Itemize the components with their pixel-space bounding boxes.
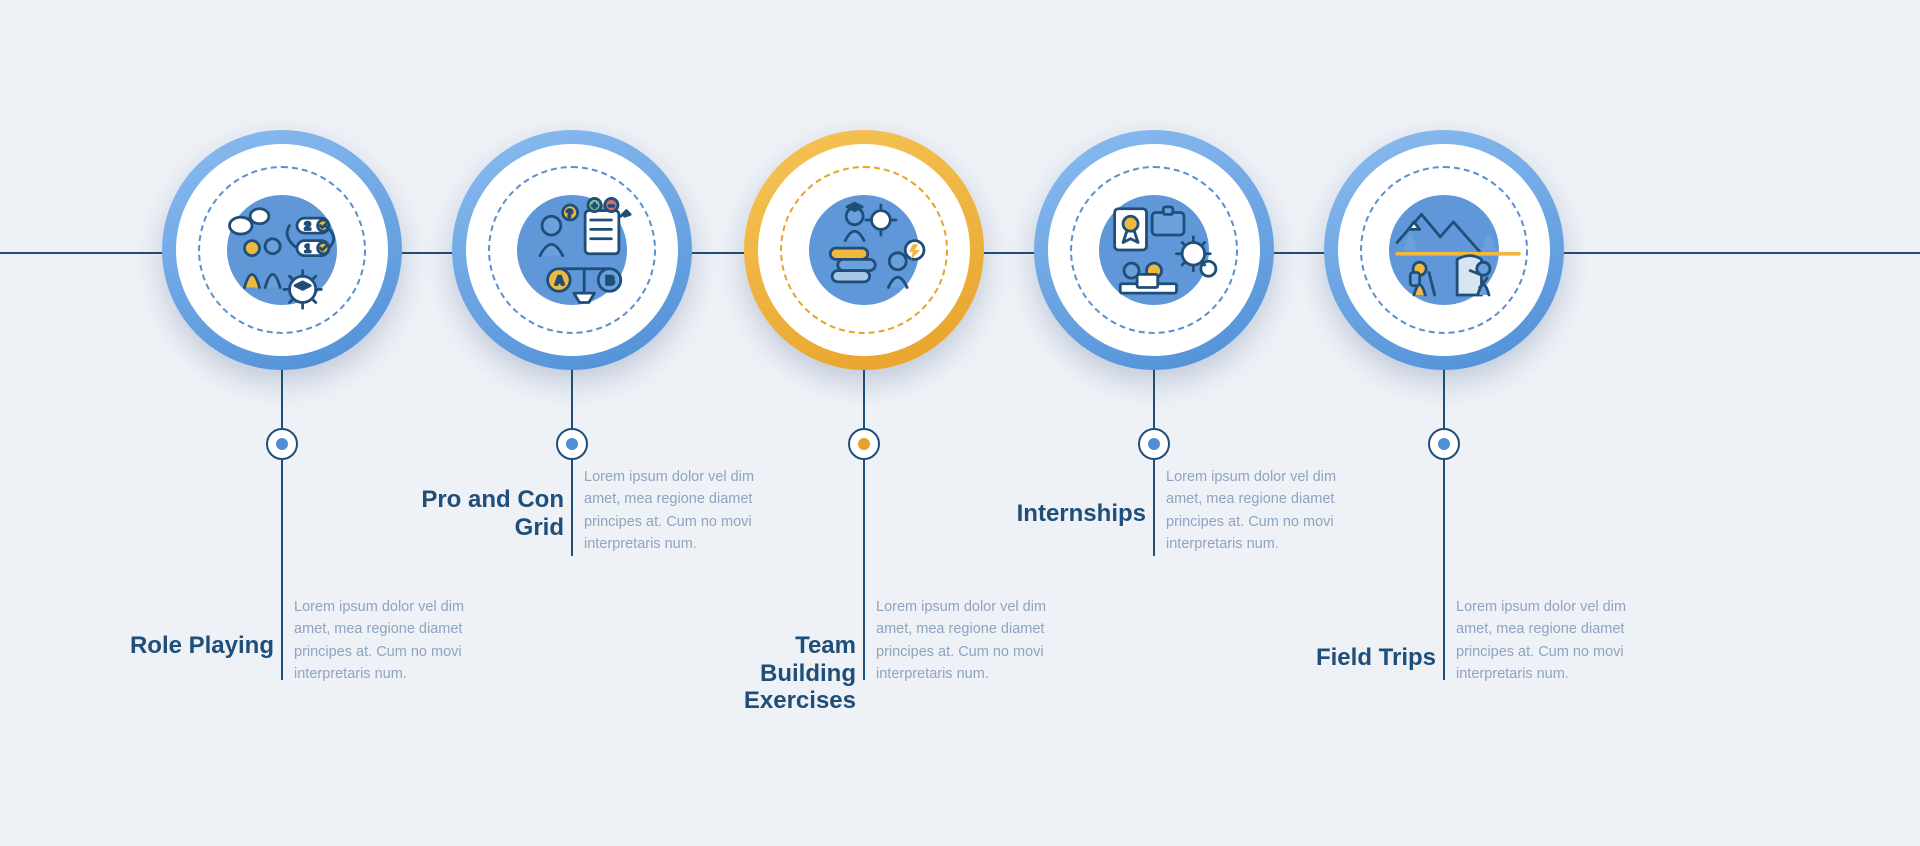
role-playing-icon: 2 1 xyxy=(202,170,362,330)
connector-marker xyxy=(266,428,298,460)
svg-text:+: + xyxy=(592,201,597,211)
circle-badge xyxy=(1034,130,1274,370)
connector-marker xyxy=(556,428,588,460)
vertical-connector xyxy=(571,370,573,556)
connector-marker xyxy=(1138,428,1170,460)
circle-gradient-ring xyxy=(1034,130,1274,370)
circle-dashed-ring xyxy=(1360,166,1528,334)
infographic-item-role-playing: 2 1 Role PlayingLorem ipsum dolor vel di… xyxy=(152,0,412,846)
circle-inner-white xyxy=(1048,144,1260,356)
svg-text:−: − xyxy=(609,201,615,211)
pro-con-icon: ? + − A B xyxy=(492,170,652,330)
connector-marker xyxy=(848,428,880,460)
item-title: Pro and Con Grid xyxy=(419,486,564,541)
item-title: Team Building Exercises xyxy=(711,632,856,715)
circle-badge xyxy=(1324,130,1564,370)
connector-marker xyxy=(1428,428,1460,460)
marker-dot xyxy=(1438,438,1450,450)
vertical-connector xyxy=(1443,370,1445,680)
circle-badge: ? + − A B xyxy=(452,130,692,370)
svg-text:2: 2 xyxy=(305,220,311,232)
marker-dot xyxy=(1148,438,1160,450)
circle-badge: 2 1 xyxy=(162,130,402,370)
circle-gradient-ring: ? + − A B xyxy=(452,130,692,370)
circle-dashed-ring xyxy=(1070,166,1238,334)
infographic-item-field-trips: Field TripsLorem ipsum dolor vel dim ame… xyxy=(1314,0,1574,846)
item-description: Lorem ipsum dolor vel dim amet, mea regi… xyxy=(1456,596,1656,686)
circle-dashed-ring xyxy=(780,166,948,334)
circle-gradient-ring: 2 1 xyxy=(162,130,402,370)
marker-dot xyxy=(276,438,288,450)
vertical-connector xyxy=(1153,370,1155,556)
infographic-item-pro-con-grid: ? + − A B Pro and Con GridLorem ipsum do… xyxy=(442,0,702,846)
item-title: Role Playing xyxy=(129,632,274,660)
infographic-item-internships: InternshipsLorem ipsum dolor vel dim ame… xyxy=(1024,0,1284,846)
circle-inner-white: 2 1 xyxy=(176,144,388,356)
item-title: Internships xyxy=(1001,500,1146,528)
vertical-connector xyxy=(281,370,283,680)
svg-text:B: B xyxy=(606,274,615,288)
circle-inner-white xyxy=(758,144,970,356)
item-title: Field Trips xyxy=(1291,644,1436,672)
circle-gradient-ring xyxy=(744,130,984,370)
internships-icon xyxy=(1074,170,1234,330)
circle-gradient-ring xyxy=(1324,130,1564,370)
vertical-connector xyxy=(863,370,865,680)
infographic-canvas: 2 1 Role Playing Lorem ipsum dolor vel di… xyxy=(0,0,1920,846)
infographic-items: 2 1 Role Playing Lorem ipsum dolor vel di… xyxy=(0,0,1920,846)
infographic-item-team-building: Team Building ExercisesLorem ipsum dolor… xyxy=(734,0,994,846)
circle-badge xyxy=(744,130,984,370)
circle-inner-white xyxy=(1338,144,1550,356)
circle-dashed-ring: 2 1 xyxy=(198,166,366,334)
circle-inner-white: ? + − A B xyxy=(466,144,678,356)
field-trips-icon xyxy=(1364,170,1524,330)
marker-dot xyxy=(566,438,578,450)
svg-text:A: A xyxy=(555,274,564,288)
svg-text:?: ? xyxy=(566,208,572,220)
team-building-icon xyxy=(784,170,944,330)
marker-dot xyxy=(858,438,870,450)
circle-dashed-ring: ? + − A B xyxy=(488,166,656,334)
svg-text:1: 1 xyxy=(305,243,311,255)
